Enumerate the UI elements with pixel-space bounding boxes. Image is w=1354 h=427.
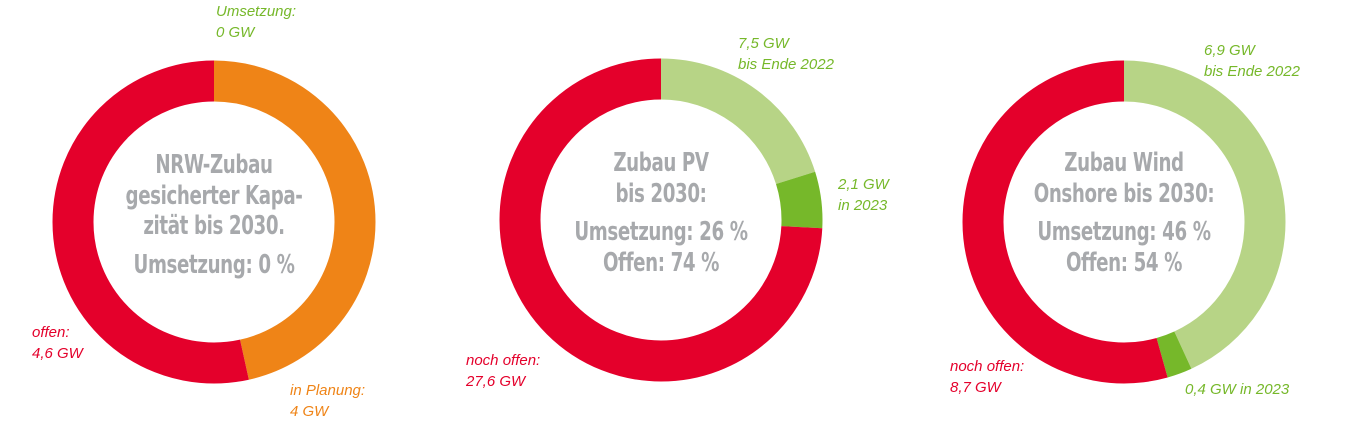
title-line: Onshore bis 2030: bbox=[1033, 178, 1215, 209]
title-line: bis 2030: bbox=[615, 178, 707, 209]
stat-line: Umsetzung: 26 % bbox=[574, 217, 748, 248]
stat-line: Umsetzung: 46 % bbox=[1037, 217, 1211, 248]
center-title: NRW-Zubau gesicherter Kapa- zität bis 20… bbox=[97, 150, 331, 281]
title-line: gesicherter Kapa- bbox=[125, 180, 303, 211]
label-offen: offen: 4,6 GW bbox=[32, 324, 83, 362]
label-in-planung: in Planung: 4 GW bbox=[290, 382, 366, 420]
donut-segment bbox=[52, 60, 376, 384]
title-line: NRW-Zubau bbox=[155, 150, 273, 180]
stat-line: Offen: 54 % bbox=[1065, 248, 1183, 279]
title-line: zität bis 2030. bbox=[143, 211, 285, 242]
donut-segment bbox=[962, 60, 1286, 384]
donut-chart-secured-capacity: NRW-Zubau gesicherter Kapa- zität bis 20… bbox=[0, 0, 451, 427]
label-in-2023: 0,4 GW in 2023 bbox=[1185, 381, 1290, 398]
label-bis-ende-2022: 7,5 GW bis Ende 2022 bbox=[738, 35, 834, 73]
label-noch-offen: noch offen: 27,6 GW bbox=[466, 352, 541, 390]
donut-ring bbox=[962, 60, 1286, 384]
title-line: Zubau Wind bbox=[1064, 148, 1184, 178]
stat-line: Offen: 74 % bbox=[602, 248, 720, 279]
donut-segment bbox=[499, 58, 823, 382]
center-title: Zubau PV bis 2030: Umsetzung: 26 % Offen… bbox=[544, 148, 778, 279]
donut-ring bbox=[499, 58, 823, 382]
label-umsetzung: Umsetzung: 0 GW bbox=[216, 3, 297, 41]
center-title: Zubau Wind Onshore bis 2030: Umsetzung: … bbox=[1007, 148, 1241, 279]
label-bis-ende-2022: 6,9 GW bis Ende 2022 bbox=[1204, 42, 1300, 80]
donut-chart-pv: Zubau PV bis 2030: Umsetzung: 26 % Offen… bbox=[450, 0, 901, 427]
stat-line: Umsetzung: 0 % bbox=[133, 250, 295, 281]
title-line: Zubau PV bbox=[613, 148, 709, 178]
label-in-2023: 2,1 GW in 2023 bbox=[838, 176, 889, 214]
donut-ring bbox=[52, 60, 376, 384]
donut-segment bbox=[499, 58, 823, 382]
donut-chart-wind-onshore: Zubau Wind Onshore bis 2030: Umsetzung: … bbox=[900, 0, 1351, 427]
label-noch-offen: noch offen: 8,7 GW bbox=[950, 358, 1025, 396]
